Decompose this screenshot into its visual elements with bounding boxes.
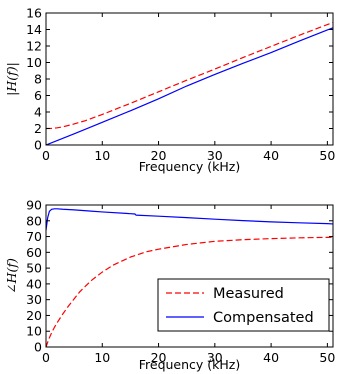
x-tick-label: 20: [151, 148, 167, 163]
x-tick-label: 20: [151, 350, 167, 365]
x-tick-label: 10: [94, 148, 110, 163]
y-tick-label: 90: [26, 198, 42, 213]
y-tick-label: 40: [26, 276, 42, 291]
y-tick-label: 14: [26, 22, 42, 37]
y-axis-title: |H(f)|: [4, 62, 19, 96]
y-tick-label: 12: [26, 39, 42, 54]
y-tick-label: 6: [34, 88, 42, 103]
y-tick-label: 50: [26, 261, 42, 276]
legend-label-compensated: Compensated: [213, 310, 314, 326]
series-line-compensated: [46, 27, 333, 145]
y-axis-title: ∠H(f): [4, 258, 19, 294]
series-line-measured: [46, 236, 333, 347]
series-line-compensated: [46, 208, 333, 231]
x-tick-label: 50: [319, 148, 335, 163]
y-tick-label: 2: [34, 121, 42, 136]
y-tick-label: 60: [26, 245, 42, 260]
axes-frame: [45, 204, 334, 348]
y-tick-label: 80: [26, 213, 42, 228]
y-tick-label: 70: [26, 229, 42, 244]
y-tick-label: 16: [26, 6, 42, 21]
x-tick-label: 40: [263, 350, 279, 365]
x-tick-label: 0: [42, 148, 50, 163]
y-tick-label: 10: [26, 324, 42, 339]
legend-label-measured: Measured: [213, 286, 284, 302]
x-tick-label: 30: [207, 350, 223, 365]
series-line-measured: [46, 21, 333, 130]
y-tick-label: 0: [34, 138, 42, 153]
y-tick-label: 10: [26, 55, 42, 70]
legend: Measured Compensated: [157, 278, 330, 332]
x-tick-label: 50: [319, 350, 335, 365]
panel-phase: 0 10 20 30 40 500102030405060708090Frequency …: [4, 198, 335, 373]
x-tick-label: 0: [42, 350, 50, 365]
legend-box: [157, 278, 330, 332]
y-tick-label: 30: [26, 292, 42, 307]
x-tick-label: 40: [263, 148, 279, 163]
x-tick-label: 10: [94, 350, 110, 365]
y-tick-label: 0: [34, 340, 42, 355]
y-tick-label: 20: [26, 308, 42, 323]
x-tick-label: 30: [207, 148, 223, 163]
axes-frame: [45, 12, 334, 146]
y-tick-label: 8: [34, 72, 42, 87]
y-tick-label: 4: [34, 105, 42, 120]
x-axis-title: Frequency (kHz): [139, 357, 241, 372]
x-axis-title: Frequency (kHz): [139, 159, 241, 174]
